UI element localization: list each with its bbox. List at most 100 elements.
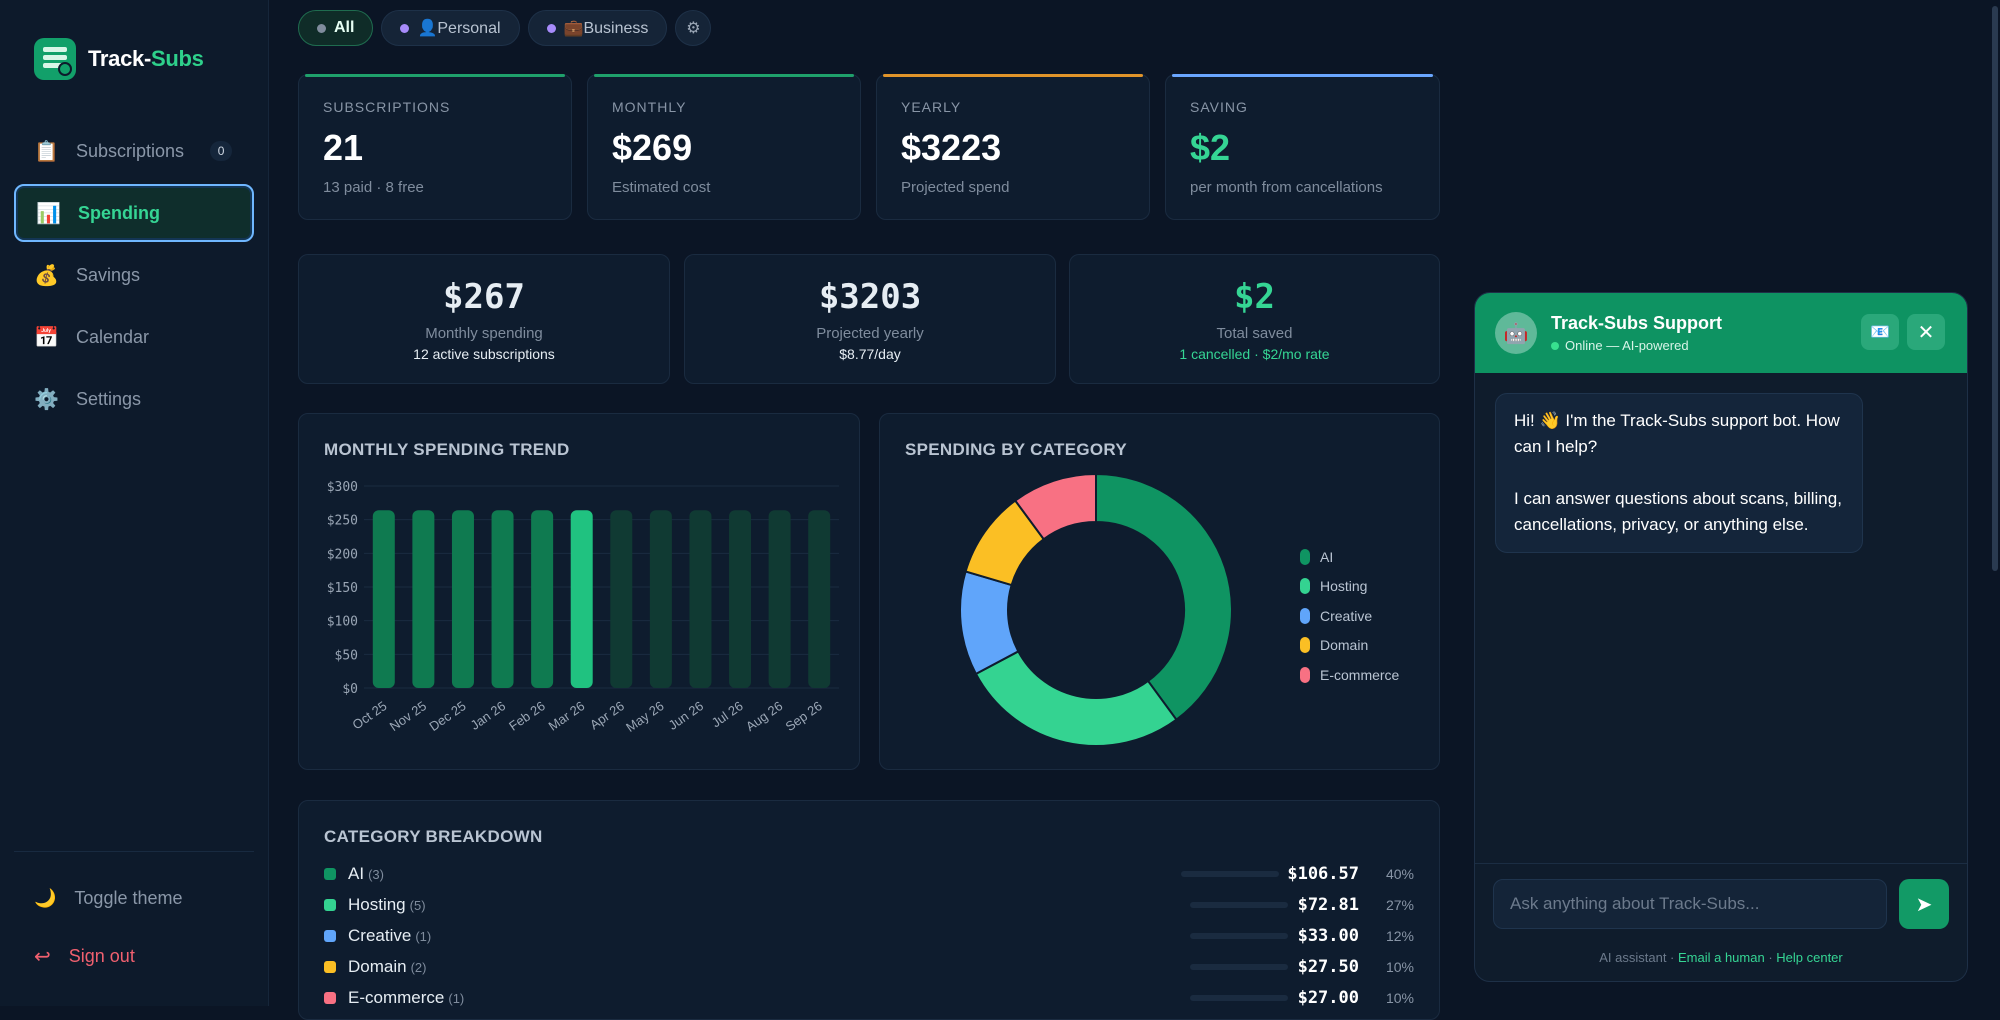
- app-logo[interactable]: Track-Subs: [34, 38, 204, 80]
- category-percent: 40%: [1385, 866, 1414, 882]
- bar[interactable]: [649, 510, 672, 688]
- category-count: (1): [415, 928, 432, 944]
- help-center-link[interactable]: Help center: [1776, 950, 1843, 965]
- category-amount: $72.81: [1297, 895, 1359, 915]
- x-tick-label: Apr 26: [587, 698, 627, 732]
- stat-sub: 13 paid · 8 free: [323, 179, 424, 196]
- summary-line1: Total saved: [1216, 325, 1293, 342]
- chat-divider: [1475, 863, 1967, 864]
- send-button[interactable]: ➤: [1899, 879, 1949, 929]
- close-icon: ✕: [1917, 321, 1935, 344]
- category-name: E-commerce: [348, 988, 445, 1007]
- filter-business[interactable]: 💼Business: [527, 10, 668, 46]
- filter-dot-icon: [400, 23, 410, 33]
- y-tick-label: $50: [335, 648, 358, 663]
- bar[interactable]: [491, 510, 514, 688]
- breakdown-row[interactable]: AI (3) $106.57 40%: [324, 859, 1414, 889]
- category-progress: [1190, 995, 1288, 1001]
- category-amount: $27.00: [1297, 988, 1359, 1008]
- summary-value: $2: [1234, 277, 1275, 317]
- category-percent: 10%: [1385, 990, 1414, 1006]
- toggle-theme-button[interactable]: 🌙 Toggle theme: [34, 888, 183, 909]
- stat-value: $3223: [901, 127, 1002, 168]
- clipboard-icon: 📋: [34, 140, 59, 163]
- chat-input[interactable]: [1493, 879, 1887, 929]
- page-scrollbar[interactable]: [1992, 6, 1998, 571]
- breakdown-row[interactable]: E-commerce (1) $27.00 10%: [324, 983, 1414, 1013]
- app-name: Track-Subs: [88, 46, 204, 71]
- summary-line2: 12 active subscriptions: [413, 346, 555, 362]
- bar[interactable]: [768, 510, 791, 688]
- category-name: AI: [348, 864, 365, 883]
- breakdown-row[interactable]: Creative (1) $33.00 12%: [324, 921, 1414, 951]
- filter-settings-button[interactable]: ⚙: [675, 10, 712, 46]
- bar[interactable]: [531, 510, 554, 688]
- filter-personal[interactable]: 👤Personal: [381, 10, 520, 46]
- sign-out-button[interactable]: ↩ Sign out: [34, 944, 135, 969]
- stat-value: $269: [612, 127, 693, 168]
- donut-slice[interactable]: [974, 650, 1178, 747]
- legend-swatch: [1300, 607, 1310, 624]
- summary-line1: Projected yearly: [816, 325, 924, 342]
- x-tick-label: Feb 26: [506, 698, 548, 734]
- send-icon: ➤: [1915, 893, 1933, 916]
- category-progress: [1190, 964, 1288, 970]
- bar[interactable]: [808, 510, 831, 688]
- sidebar-item-savings[interactable]: 💰 Savings: [14, 246, 254, 304]
- stat-sub: per month from cancellations: [1190, 179, 1383, 196]
- stat-card-saving: SAVING $2 per month from cancellations: [1165, 74, 1440, 220]
- bar[interactable]: [412, 510, 435, 688]
- filter-dot-icon: [317, 23, 326, 33]
- donut-slice[interactable]: [1095, 472, 1233, 722]
- email-human-link[interactable]: Email a human: [1677, 950, 1765, 965]
- category-name: Domain: [348, 957, 407, 976]
- summary-value: $267: [443, 277, 525, 317]
- sidebar-item-label: Spending: [78, 202, 160, 223]
- bar[interactable]: [451, 510, 474, 688]
- sidebar-item-label: Settings: [76, 388, 142, 409]
- chat-footer: AI assistant · Email a human · Help cent…: [1599, 950, 1843, 965]
- filter-bar: All 👤Personal 💼Business ⚙: [298, 10, 712, 46]
- bar[interactable]: [689, 510, 712, 688]
- logo-icon: [34, 38, 76, 80]
- chat-close-button[interactable]: ✕: [1907, 314, 1945, 350]
- breakdown-row[interactable]: Hosting (5) $72.81 27%: [324, 890, 1414, 920]
- breakdown-row[interactable]: Domain (2) $27.50 10%: [324, 952, 1414, 982]
- category-percent: 12%: [1385, 928, 1414, 944]
- x-tick-label: Jun 26: [666, 698, 707, 733]
- sidebar-item-settings[interactable]: ⚙️ Settings: [14, 370, 254, 428]
- y-tick-label: $300: [327, 480, 358, 495]
- chat-status: Online — AI-powered: [1551, 338, 1689, 353]
- category-count: (3): [368, 866, 384, 882]
- sidebar: Track-Subs 📋 Subscriptions 0 📊 Spending …: [0, 0, 269, 1006]
- sidebar-item-spending[interactable]: 📊 Spending: [14, 184, 254, 242]
- bar[interactable]: [729, 510, 752, 688]
- card-accent-line: [305, 74, 565, 77]
- summary-card-yearly: $3203 Projected yearly $8.77/day: [684, 254, 1056, 384]
- calendar-icon: 📅: [34, 326, 59, 349]
- stat-label: MONTHLY: [612, 99, 687, 115]
- filter-dot-icon: [546, 23, 556, 33]
- stat-value: 21: [323, 127, 364, 168]
- filter-label: 💼Business: [563, 20, 649, 37]
- bar[interactable]: [372, 510, 395, 688]
- donut-slice[interactable]: [1013, 472, 1097, 541]
- bar[interactable]: [610, 510, 633, 688]
- filter-label: 👤Personal: [417, 20, 501, 37]
- sidebar-item-calendar[interactable]: 📅 Calendar: [14, 308, 254, 366]
- gear-icon: ⚙️: [34, 388, 59, 411]
- bar[interactable]: [570, 510, 593, 688]
- sidebar-item-subscriptions[interactable]: 📋 Subscriptions 0: [14, 122, 254, 180]
- category-donut-chart: [959, 472, 1233, 747]
- summary-card-monthly: $267 Monthly spending 12 active subscrip…: [298, 254, 670, 384]
- category-count: (2): [410, 959, 427, 975]
- stat-label: SAVING: [1190, 99, 1248, 115]
- chat-title: Track-Subs Support: [1551, 313, 1723, 333]
- filter-all[interactable]: All: [298, 10, 374, 46]
- stat-sub: Projected spend: [901, 179, 1010, 196]
- chat-contact-button[interactable]: 📧: [1861, 314, 1899, 350]
- sign-out-icon: ↩: [34, 946, 51, 968]
- category-count: (5): [409, 897, 426, 913]
- category-swatch: [324, 930, 336, 942]
- category-breakdown-card: CATEGORY BREAKDOWN AI (3) $106.57 40% Ho…: [298, 800, 1440, 1020]
